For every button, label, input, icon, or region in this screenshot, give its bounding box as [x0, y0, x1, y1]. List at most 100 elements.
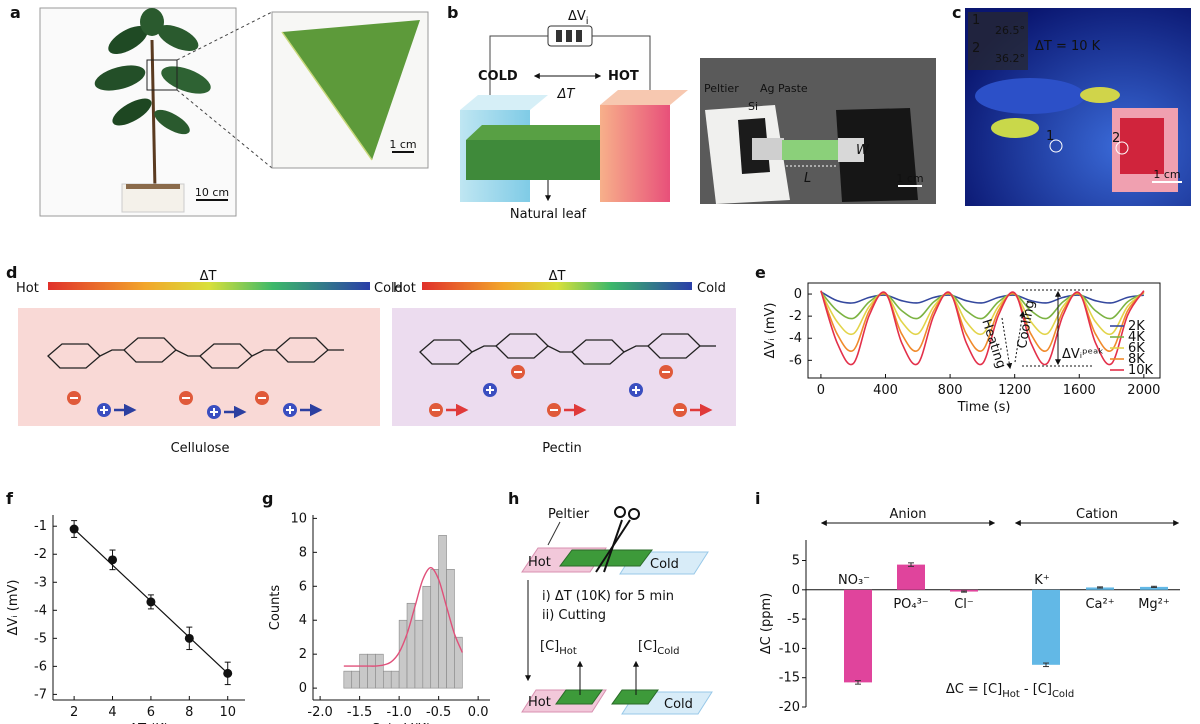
charges: [67, 391, 323, 419]
panel-label: a: [10, 3, 21, 22]
panel-label: g: [262, 489, 273, 508]
x-tick-label: 6: [147, 705, 155, 720]
charges: [429, 365, 713, 417]
spot-num: 1: [1046, 129, 1054, 144]
x-tick-label: 800: [938, 383, 963, 398]
bar: [406, 602, 416, 689]
y-tick-label: -15: [779, 671, 800, 686]
x-tick-label: 0.0: [468, 705, 489, 720]
bar: [383, 670, 392, 689]
category-label: Mg²⁺: [1138, 597, 1170, 612]
bar: [422, 585, 432, 689]
y-axis-label: ΔVᵢ (mV): [763, 303, 778, 359]
y-tick-label: -5: [34, 631, 47, 646]
spot: [1049, 139, 1063, 153]
point: [108, 555, 118, 565]
sign: [286, 406, 294, 414]
y-tick-label: -4: [789, 331, 802, 346]
cold-label: Cold: [664, 697, 693, 712]
bar: [430, 569, 439, 689]
c: [C]: [638, 639, 657, 654]
panel-label: c: [952, 3, 961, 22]
pointer: [547, 521, 561, 546]
blade: [603, 519, 623, 573]
c-hot: [C]Hot: [540, 639, 577, 657]
fit-curve: [343, 566, 463, 667]
category-label: PO₄³⁻: [893, 597, 928, 612]
y-tick-label: 10: [290, 511, 307, 526]
y-axis-label: ΔVᵢ (mV): [6, 580, 21, 636]
handle: [614, 506, 626, 518]
y-tick-label: 0: [794, 287, 802, 302]
pectin-chain: [419, 333, 716, 365]
ag-paste: [752, 138, 784, 160]
series-line: [820, 291, 1145, 336]
x-tick-label: -1.0: [386, 705, 411, 720]
cooling-arrow: [1014, 310, 1026, 363]
cell: [566, 30, 572, 42]
y-tick-label: 5: [792, 554, 800, 569]
sub: Cold: [657, 646, 679, 657]
warm-zone: [1080, 87, 1120, 103]
x-axis-label: Time (s): [957, 400, 1011, 415]
plot-frame: [807, 282, 1161, 379]
hot-label: HOT: [608, 69, 639, 84]
bar: [1086, 587, 1114, 590]
x-tick-label: 4: [108, 705, 116, 720]
equation-part: - [C]: [1020, 682, 1052, 697]
warm-zone: [975, 78, 1085, 114]
scale-text: 1 cm: [389, 138, 416, 151]
marker-num: 1: [972, 13, 980, 28]
category-label: Ca²⁺: [1085, 597, 1114, 612]
cellulose-chain: [47, 337, 344, 369]
leaf: [140, 8, 164, 36]
sign: [100, 406, 108, 414]
x-tick-label: 10: [219, 705, 236, 720]
y-tick-label: 0: [792, 583, 800, 598]
leaf: [94, 65, 146, 91]
peltier-label: Peltier: [548, 507, 590, 522]
legend-label: 2K: [1128, 319, 1145, 334]
leaf-slab: [466, 140, 612, 180]
series-line: [820, 290, 1145, 366]
cell: [576, 30, 582, 42]
step-2: ii) Cutting: [542, 608, 606, 623]
dt-label: ΔT = 10 K: [1035, 39, 1101, 54]
soil: [126, 184, 180, 189]
hot-label: Hot: [16, 281, 39, 296]
link: [99, 349, 124, 357]
equation-part: ΔC = [C]: [946, 682, 1002, 697]
group-label: Cation: [1076, 507, 1118, 522]
step-1: i) ΔT (10K) for 5 min: [542, 589, 674, 604]
x-axis-label: ΔT (K): [129, 722, 169, 724]
leaf: [157, 25, 199, 51]
y-tick-label: -20: [779, 700, 800, 715]
bar: [1032, 589, 1060, 665]
si-label: Si: [748, 100, 758, 113]
sign: [210, 408, 218, 416]
point: [184, 633, 194, 643]
cellulose-label: Cellulose: [171, 441, 230, 456]
panel-label: b: [447, 3, 458, 22]
bar: [375, 653, 384, 689]
gradient-bar: [48, 282, 370, 290]
y-axis-label: ΔC (ppm): [759, 593, 774, 654]
panel-b: b ΔVi COLD HOT ΔT Natural leaf Peltier S…: [447, 3, 936, 222]
dt-label: ΔT: [200, 269, 217, 284]
x-tick-label: 8: [185, 705, 193, 720]
y-tick-label: -2: [34, 547, 47, 562]
group-label: Anion: [890, 507, 927, 522]
panel-label: h: [508, 489, 519, 508]
scissors: [595, 506, 640, 573]
cellulose-box: [18, 308, 380, 426]
legend-label: 10K: [1128, 363, 1154, 378]
cold-label: Cold: [374, 281, 403, 296]
wire: [592, 35, 651, 96]
bar: [438, 535, 447, 689]
c-cold: [C]Cold: [638, 639, 679, 657]
bar: [359, 653, 368, 689]
y-tick-label: -5: [787, 612, 800, 627]
link: [251, 349, 276, 357]
x-tick-label: 400: [873, 383, 898, 398]
scale-text: 1 cm: [896, 172, 923, 185]
